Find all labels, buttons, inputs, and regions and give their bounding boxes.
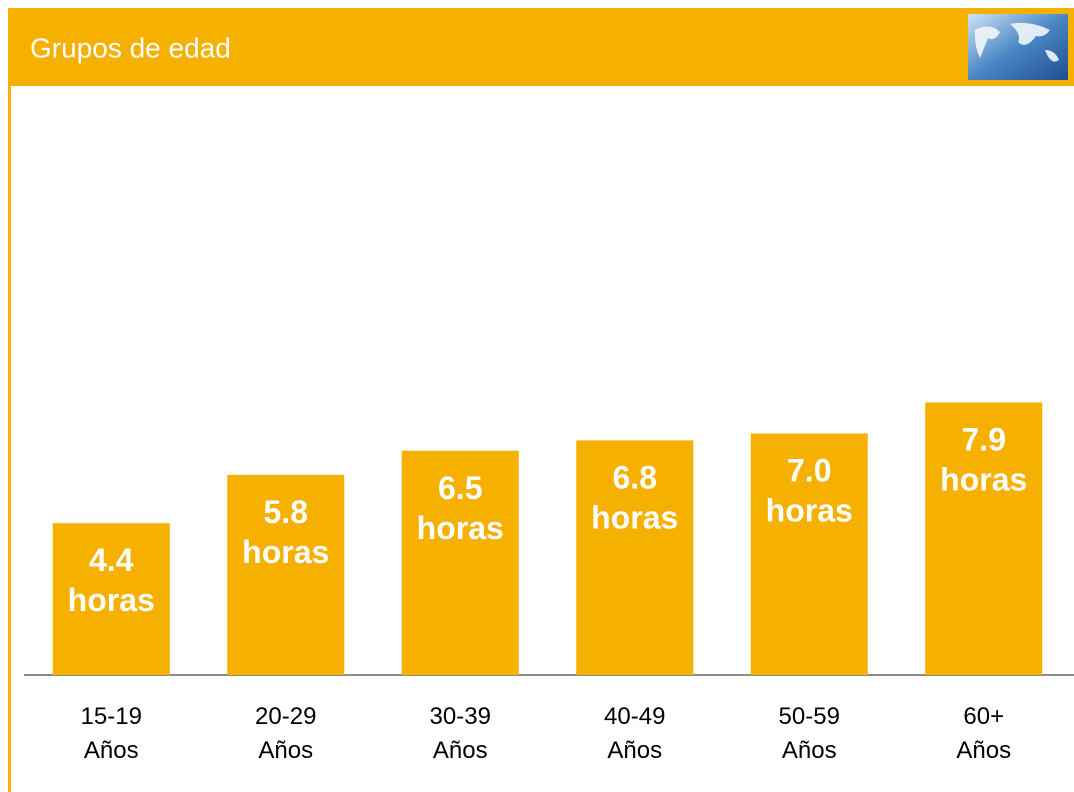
chart-title: Grupos de edad [30,32,231,63]
left-border [8,86,11,792]
globe-icon [968,14,1068,80]
chart: Grupos de edad 15-19Años4.4horas20-29Año… [0,0,1074,792]
x-tick-label: 60+Años [956,703,1011,764]
